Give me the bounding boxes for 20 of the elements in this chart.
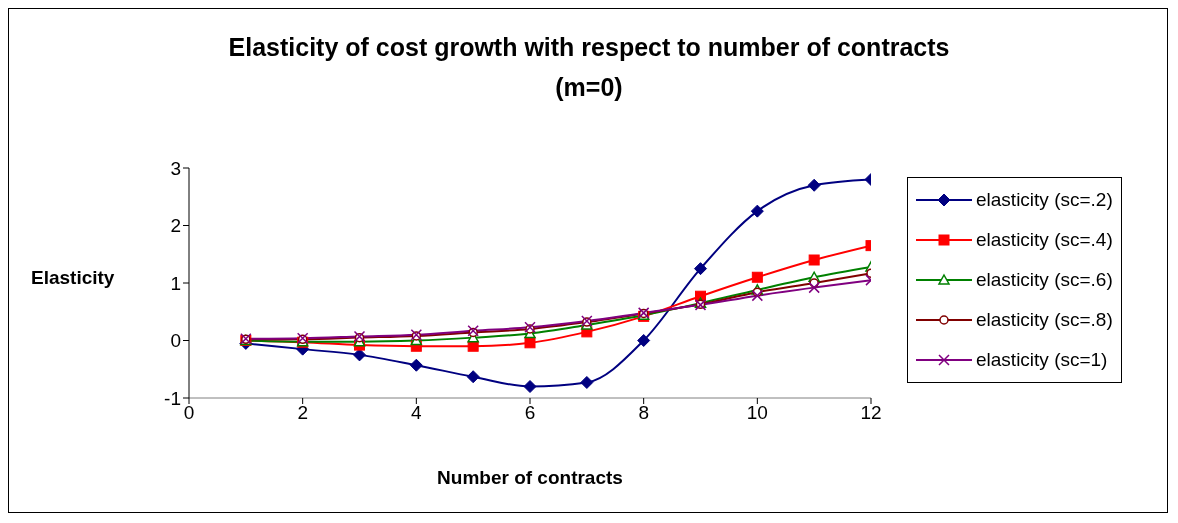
x-tick-label: 12 — [860, 402, 882, 424]
y-tick-label: 0 — [170, 330, 181, 352]
y-tick-label: 3 — [170, 157, 181, 179]
legend-label: elasticity (sc=.2) — [976, 189, 1113, 211]
x-tick-label: 4 — [411, 402, 423, 424]
x-axis-title: Number of contracts — [436, 467, 624, 489]
legend-label: elasticity (sc=1) — [976, 349, 1108, 371]
y-tick-label: -1 — [164, 387, 181, 409]
y-tick-label: 1 — [170, 272, 181, 294]
y-tick-label: 2 — [170, 215, 181, 237]
chart-subtitle: (m=0) — [554, 72, 624, 103]
x-tick-label: 6 — [524, 402, 536, 424]
y-axis-title: Elasticity — [31, 267, 115, 289]
legend-label: elasticity (sc=.8) — [976, 309, 1113, 331]
x-tick-label: 8 — [638, 402, 649, 424]
chart-title: Elasticity of cost growth with respect to number of contracts — [227, 32, 951, 63]
legend-label: elasticity (sc=.4) — [976, 229, 1113, 251]
x-tick-label: 2 — [297, 402, 308, 424]
x-tick-label: 10 — [746, 402, 768, 424]
legend-label: elasticity (sc=.6) — [976, 269, 1113, 291]
